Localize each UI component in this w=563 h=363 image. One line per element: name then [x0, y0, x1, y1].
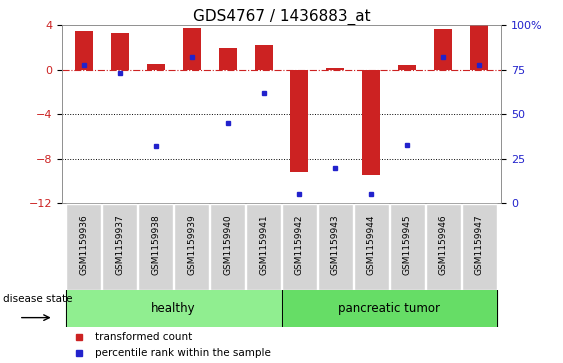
Text: GSM1159944: GSM1159944 [367, 215, 376, 276]
Bar [65, 290, 282, 327]
Text: pancreatic tumor: pancreatic tumor [338, 302, 440, 315]
Text: GSM1159937: GSM1159937 [115, 215, 124, 276]
Text: GSM1159938: GSM1159938 [151, 215, 160, 276]
Bar [435, 29, 453, 70]
Text: GSM1159945: GSM1159945 [403, 215, 412, 276]
Bar [74, 31, 92, 70]
Text: GSM1159943: GSM1159943 [331, 215, 340, 276]
Text: GSM1159939: GSM1159939 [187, 215, 196, 276]
Text: GSM1159947: GSM1159947 [475, 215, 484, 276]
FancyBboxPatch shape [66, 204, 101, 290]
Bar [363, 70, 381, 175]
Bar [471, 25, 489, 70]
Bar [146, 64, 164, 70]
Text: GSM1159940: GSM1159940 [223, 215, 232, 276]
FancyBboxPatch shape [390, 204, 425, 290]
Text: GSM1159946: GSM1159946 [439, 215, 448, 276]
FancyBboxPatch shape [426, 204, 461, 290]
Bar [218, 48, 236, 70]
Bar [282, 290, 498, 327]
Text: disease state: disease state [3, 294, 72, 305]
FancyBboxPatch shape [102, 204, 137, 290]
Text: GSM1159941: GSM1159941 [259, 215, 268, 276]
Text: GSM1159942: GSM1159942 [295, 215, 304, 276]
FancyBboxPatch shape [174, 204, 209, 290]
FancyBboxPatch shape [65, 290, 498, 327]
FancyBboxPatch shape [210, 204, 245, 290]
Text: GSM1159936: GSM1159936 [79, 215, 88, 276]
Bar [254, 45, 272, 70]
Text: healthy: healthy [151, 302, 196, 315]
Title: GDS4767 / 1436883_at: GDS4767 / 1436883_at [193, 9, 370, 25]
FancyBboxPatch shape [246, 204, 281, 290]
Bar [291, 70, 309, 172]
Text: percentile rank within the sample: percentile rank within the sample [95, 348, 271, 358]
Bar [327, 68, 345, 70]
FancyBboxPatch shape [354, 204, 389, 290]
FancyBboxPatch shape [282, 204, 317, 290]
Bar [182, 28, 200, 70]
FancyBboxPatch shape [318, 204, 353, 290]
FancyBboxPatch shape [138, 204, 173, 290]
Bar [110, 33, 128, 70]
FancyBboxPatch shape [462, 204, 497, 290]
Text: transformed count: transformed count [95, 332, 192, 342]
Bar [399, 65, 417, 70]
